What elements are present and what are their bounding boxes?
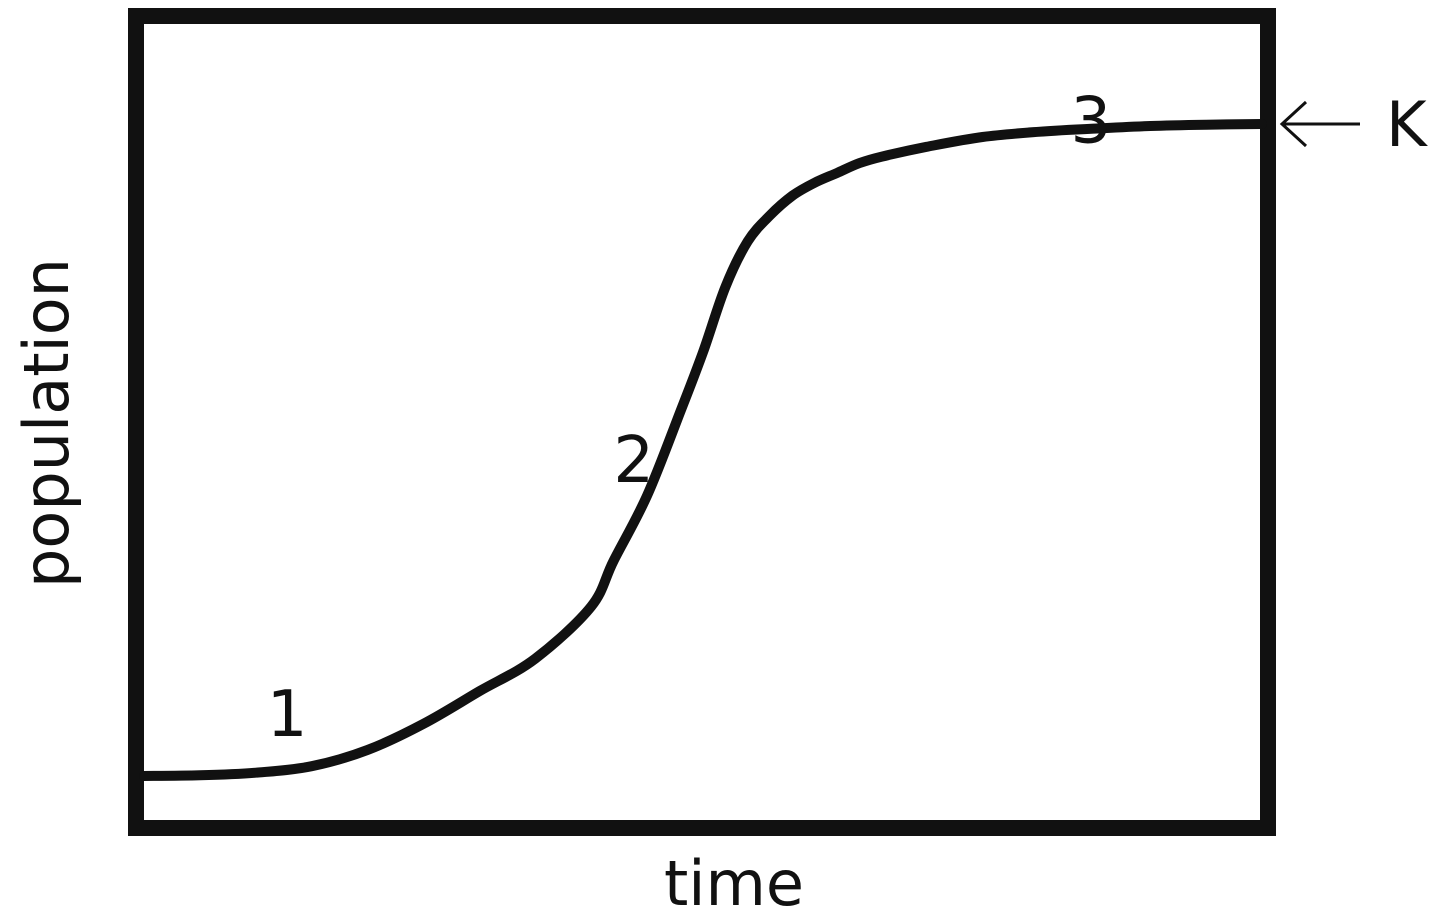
phase-label-3: 3 [1071,85,1112,159]
k-label: K [1386,88,1428,161]
phase-label-1: 1 [267,678,308,752]
y-axis-label: population [10,258,83,588]
phase-label-2: 2 [613,424,654,498]
k-arrow-head [1279,100,1308,148]
annotations-layer: 1 2 3 [267,85,1112,752]
series-line [139,119,1267,781]
plot-frame [128,8,1276,836]
x-axis-label: time [664,847,804,920]
k-marker: K [1279,88,1428,161]
